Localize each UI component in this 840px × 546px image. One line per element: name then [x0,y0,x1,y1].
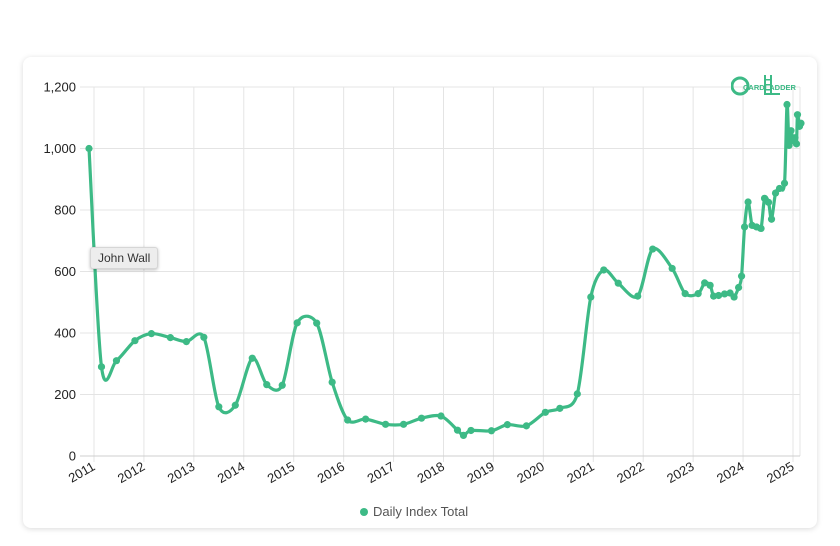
data-point[interactable] [715,291,723,300]
data-point[interactable] [734,283,743,292]
data-point[interactable] [767,215,776,223]
x-tick-label: 2019 [464,459,497,486]
data-point[interactable] [248,354,256,362]
data-point[interactable] [793,111,802,119]
data-point[interactable] [467,426,475,435]
data-point[interactable] [573,390,581,398]
y-tick-label: 800 [54,203,76,218]
data-point[interactable] [740,223,749,231]
legend-label: Daily Index Total [373,504,469,519]
logo-text: CARDLADDER [743,83,796,92]
data-point[interactable] [694,290,702,298]
data-point[interactable] [668,264,676,273]
data-point[interactable] [200,333,208,341]
data-point[interactable] [780,179,789,187]
data-point[interactable] [166,334,174,342]
data-point[interactable] [522,422,530,430]
data-point[interactable] [263,381,271,389]
data-point[interactable] [97,363,106,371]
data-point[interactable] [231,401,239,409]
data-point[interactable] [614,279,622,287]
data-point[interactable] [487,427,496,435]
data-point[interactable] [362,415,370,423]
data-point[interactable] [182,338,190,346]
data-point[interactable] [381,420,390,428]
data-point[interactable] [131,337,139,345]
data-point[interactable] [775,184,784,193]
x-tick-label: 2024 [714,459,747,486]
x-tick-label: 2014 [215,459,248,486]
data-points [85,100,805,439]
data-point[interactable] [503,421,512,429]
data-point[interactable] [417,414,426,422]
data-point[interactable] [437,412,445,420]
cardladder-logo: CARDLADDER [731,73,801,99]
y-tick-label: 200 [54,387,76,402]
x-tick-label: 2013 [165,459,198,486]
data-point[interactable] [681,290,689,298]
x-tick-label: 2025 [764,459,797,486]
data-point[interactable] [278,381,286,389]
data-point[interactable] [757,224,765,233]
x-tick-label: 2020 [514,459,547,486]
legend[interactable]: Daily Index Total [360,504,468,519]
data-point[interactable] [797,119,805,127]
x-tick-label: 2021 [564,459,597,486]
series-line [87,102,803,437]
data-point[interactable] [293,319,301,327]
x-tick-label: 2023 [664,459,697,486]
data-point[interactable] [344,416,352,424]
data-point[interactable] [556,404,564,412]
data-point[interactable] [634,292,642,300]
y-tick-label: 1,000 [43,141,76,156]
x-tick-label: 2015 [265,459,298,486]
data-point[interactable] [720,290,729,298]
data-point[interactable] [730,293,738,301]
data-point[interactable] [459,431,468,439]
grid [80,86,801,462]
data-point[interactable] [787,127,795,135]
data-point[interactable] [313,319,321,327]
x-tick-label: 2017 [365,459,398,486]
data-point[interactable] [112,357,121,365]
x-tick-label: 2016 [315,459,348,486]
data-point[interactable] [587,293,595,301]
data-point[interactable] [649,245,657,253]
data-point[interactable] [737,272,746,280]
data-point[interactable] [215,403,223,411]
data-point[interactable] [147,330,156,338]
data-point[interactable] [399,420,408,428]
x-tick-label: 2022 [614,459,647,486]
series-daily-index-total [87,102,803,437]
data-point[interactable] [85,144,93,153]
data-point[interactable] [792,140,801,148]
tooltip: John Wall [90,247,159,269]
y-tick-label: 400 [54,326,76,341]
data-point[interactable] [706,281,714,289]
y-tick-label: 1,200 [43,80,76,95]
data-point[interactable] [701,279,709,287]
x-tick-label: 2018 [414,459,447,486]
data-point[interactable] [541,408,549,416]
data-point[interactable] [600,266,608,274]
y-tick-label: 600 [54,264,76,279]
data-point[interactable] [791,134,799,142]
y-tick-label: 0 [69,449,76,464]
x-tick-label: 2012 [115,459,148,486]
data-point[interactable] [744,198,752,206]
data-point[interactable] [783,100,791,109]
data-point[interactable] [453,426,462,434]
data-point[interactable] [328,378,336,386]
data-point[interactable] [764,198,773,206]
legend-marker [360,507,368,516]
